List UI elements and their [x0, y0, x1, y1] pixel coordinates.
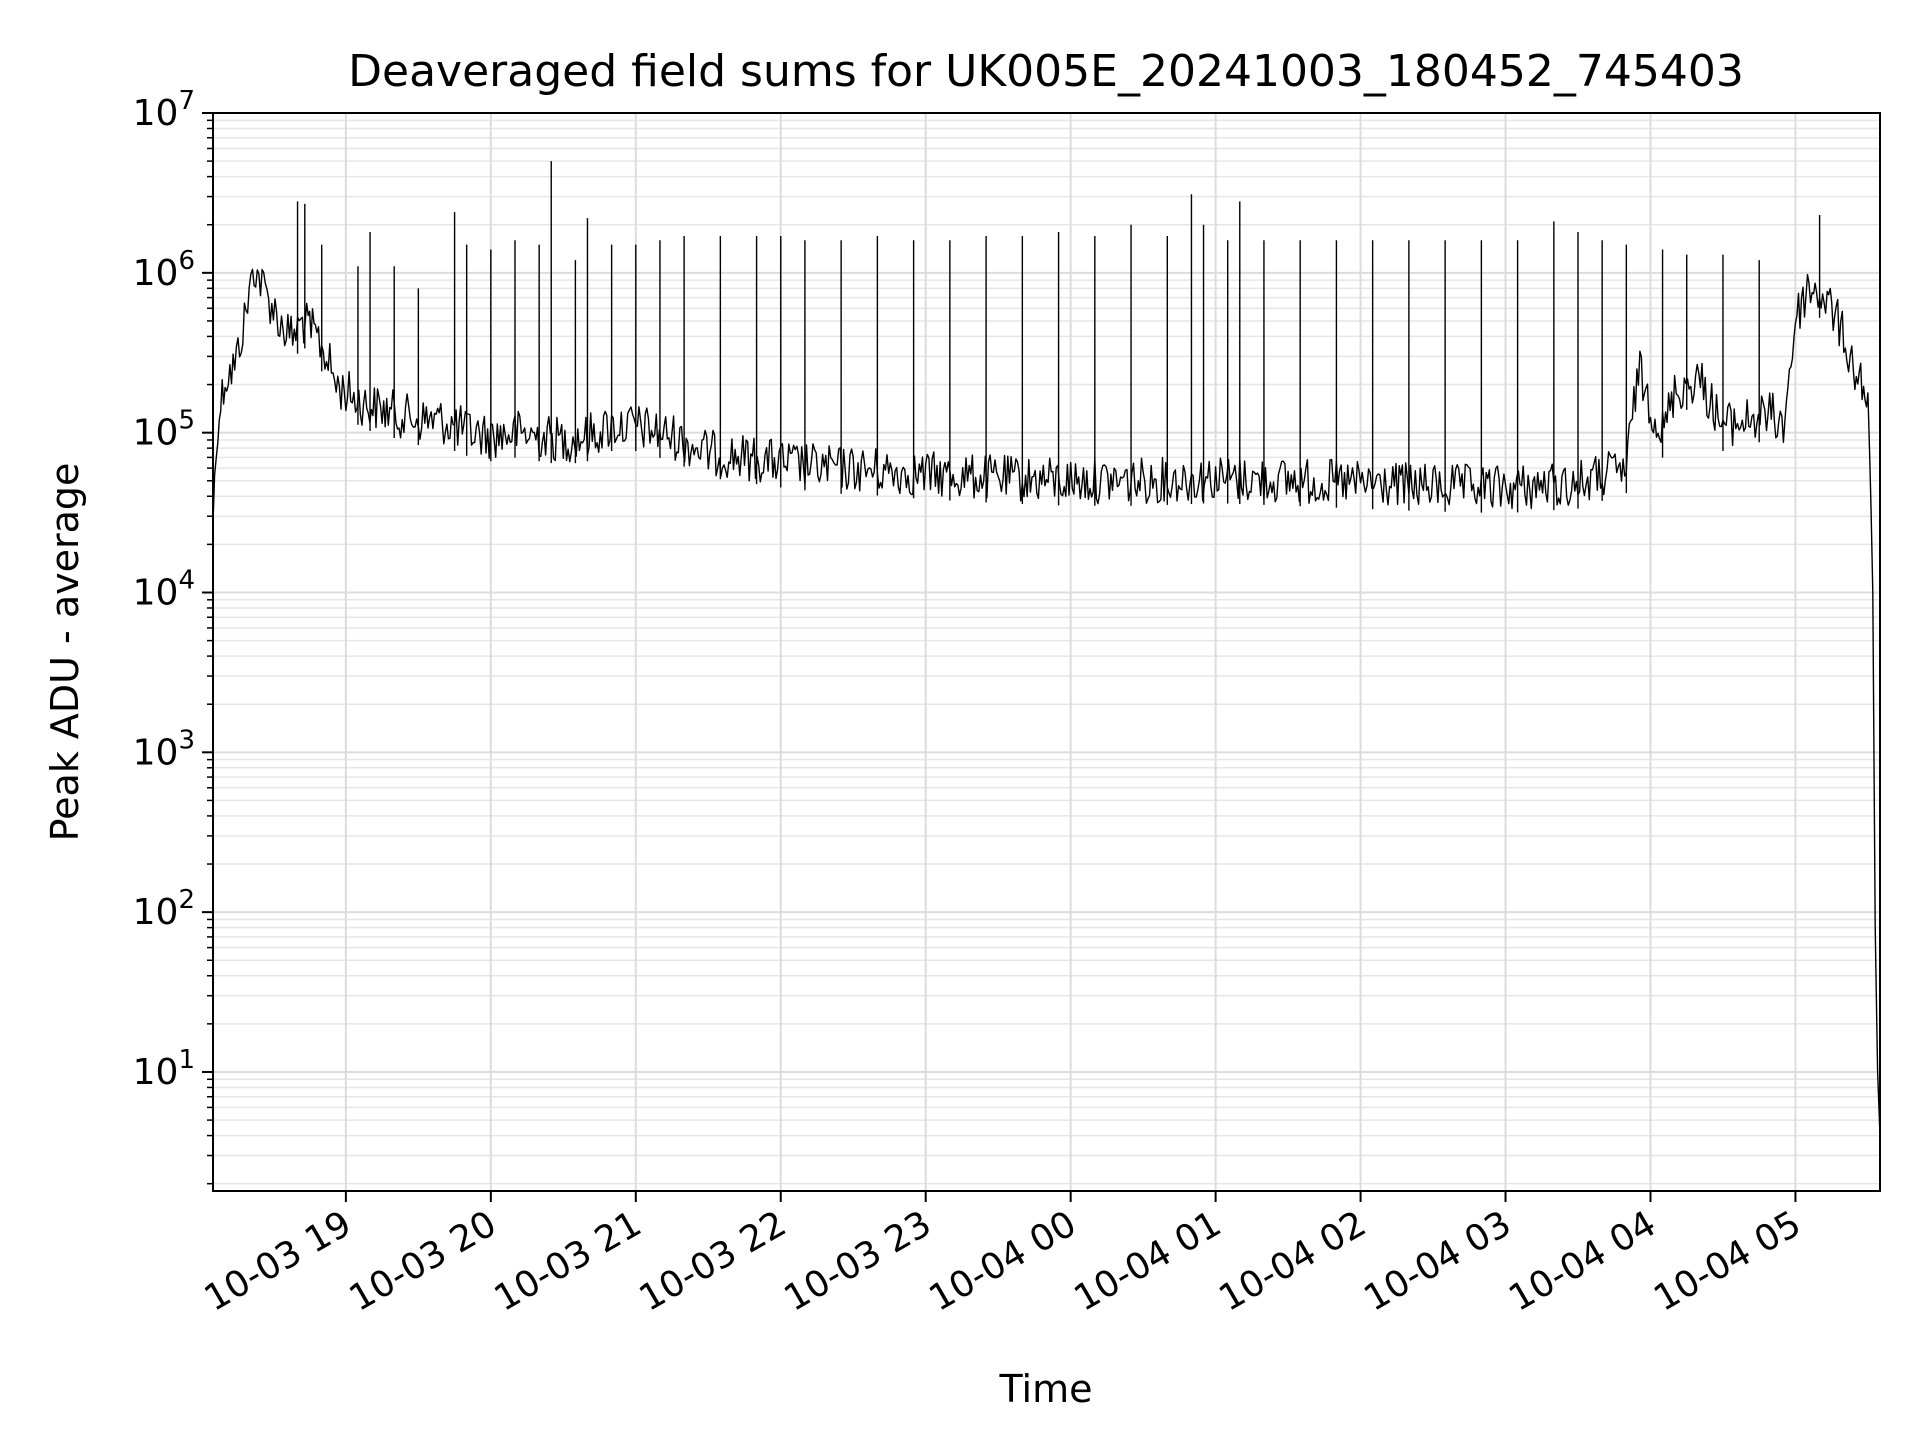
y-tick-exponent: 6 [178, 246, 195, 276]
y-axis-label: Peak ADU - average [43, 463, 87, 842]
y-tick-base: 10 [133, 892, 179, 933]
series-line [212, 268, 1881, 1136]
y-tick-exponent: 4 [178, 565, 195, 595]
y-tick-base: 10 [133, 413, 179, 454]
y-tick-base: 10 [133, 1052, 179, 1093]
y-tick-exponent: 7 [178, 86, 195, 116]
x-axis-label: Time [999, 1367, 1093, 1411]
y-tick-base: 10 [133, 572, 179, 613]
y-tick-label: 106 [133, 246, 195, 294]
y-tick-base: 10 [133, 253, 179, 294]
y-tick-label: 105 [133, 406, 195, 454]
y-tick-label: 103 [133, 725, 195, 773]
chart-title: Deaveraged field sums for UK005E_2024100… [348, 46, 1744, 97]
y-tick-label: 107 [133, 86, 195, 134]
y-tick-base: 10 [133, 732, 179, 773]
y-tick-exponent: 3 [178, 725, 195, 755]
y-tick-label: 101 [133, 1045, 195, 1093]
y-tick-label: 104 [133, 565, 195, 613]
y-tick-exponent: 1 [178, 1045, 195, 1075]
series-layer [212, 161, 1881, 1136]
y-tick-exponent: 5 [178, 406, 195, 436]
y-tick-exponent: 2 [178, 885, 195, 915]
plot-frame [212, 112, 1881, 1192]
y-tick-label: 102 [133, 885, 195, 933]
y-tick-base: 10 [133, 93, 179, 134]
